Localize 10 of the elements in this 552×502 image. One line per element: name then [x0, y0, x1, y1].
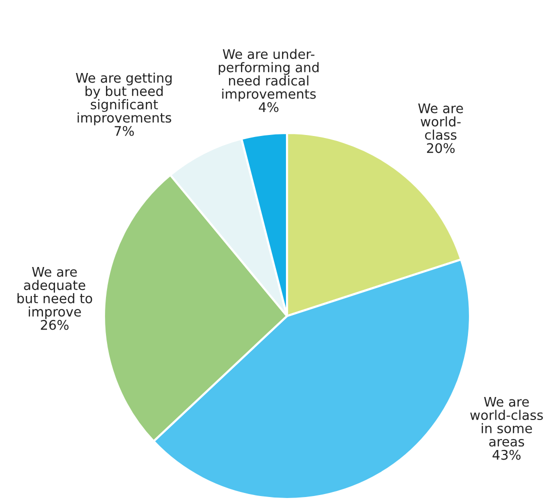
slice-label: We are under- performing and need radical improvements: [218, 48, 319, 102]
data-label: 20%: [427, 143, 455, 154]
slice-label: We are getting by but need significant improvements: [76, 72, 172, 126]
slice-label: We are world- class: [418, 103, 463, 140]
slice-label: We are adequate but need to improve: [18, 267, 92, 320]
data-label: 26%: [40, 320, 69, 330]
data-label: 7%: [114, 126, 134, 136]
data-label: 43%: [492, 450, 521, 460]
slice-label: We are world-class in some areas: [470, 396, 543, 447]
data-label: 4%: [258, 102, 278, 112]
